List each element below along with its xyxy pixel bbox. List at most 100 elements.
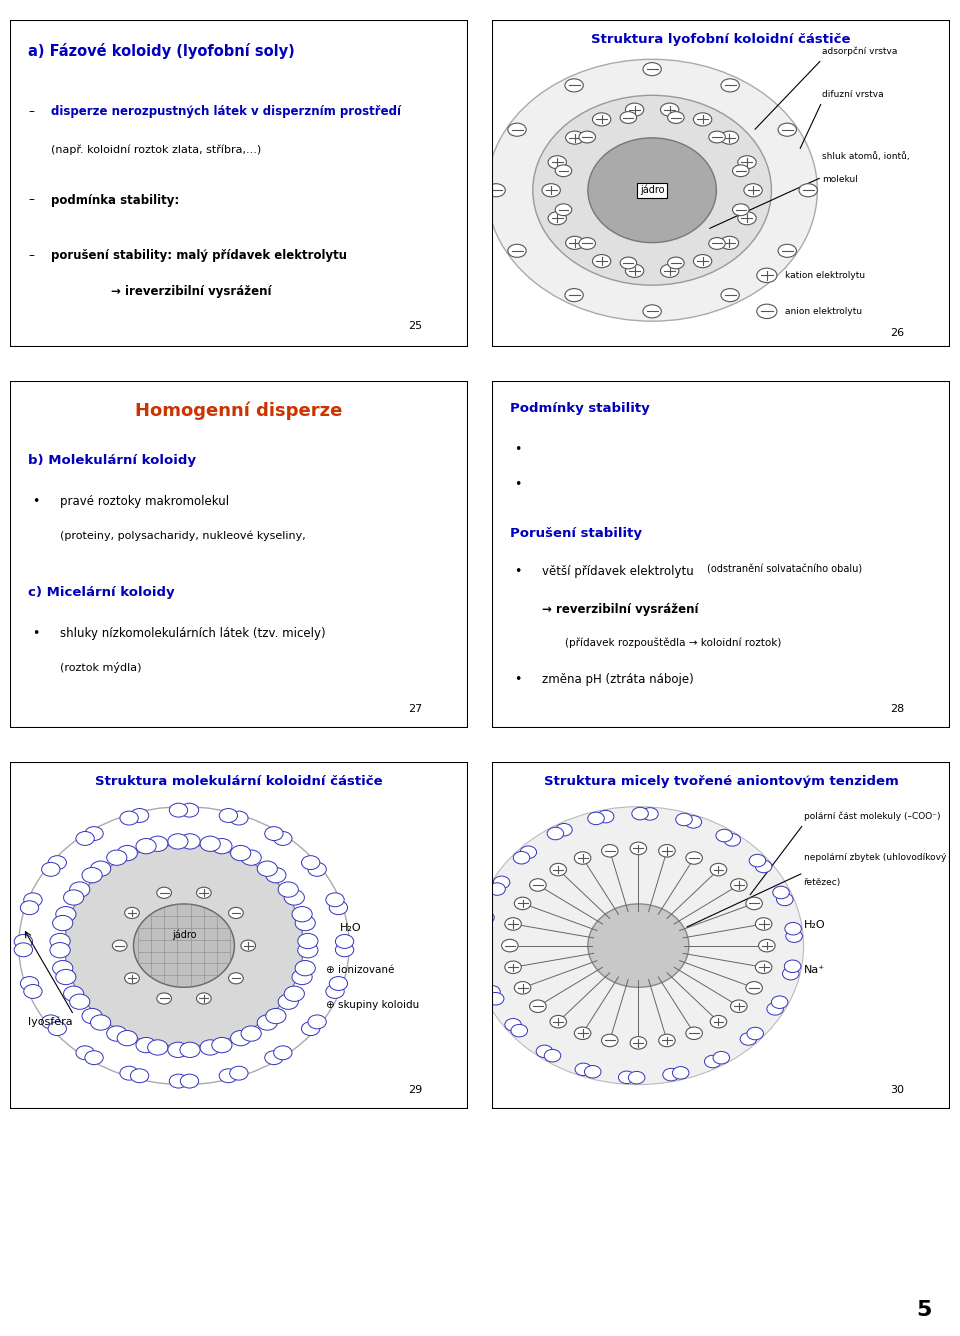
Circle shape [579, 238, 595, 250]
Text: Homogenní disperze: Homogenní disperze [135, 402, 343, 420]
Circle shape [298, 934, 318, 949]
Text: → ireverzibilní vysrážení: → ireverzibilní vysrážení [110, 285, 271, 298]
Circle shape [597, 811, 614, 823]
Circle shape [620, 257, 636, 269]
Circle shape [197, 887, 211, 898]
Circle shape [520, 846, 537, 859]
Circle shape [274, 831, 292, 846]
Circle shape [778, 123, 797, 136]
Circle shape [564, 289, 584, 302]
Text: c) Micelární koloidy: c) Micelární koloidy [28, 585, 175, 599]
Text: •: • [33, 496, 40, 509]
Circle shape [125, 907, 139, 919]
Circle shape [120, 811, 138, 826]
Circle shape [544, 1049, 561, 1062]
Circle shape [53, 915, 73, 931]
Circle shape [148, 1039, 168, 1055]
Text: H₂O: H₂O [340, 923, 362, 934]
Text: –: – [28, 194, 34, 207]
Circle shape [710, 1015, 727, 1027]
Circle shape [515, 898, 531, 910]
Text: •: • [515, 444, 522, 457]
Circle shape [585, 1066, 601, 1078]
Circle shape [659, 844, 675, 858]
Circle shape [335, 934, 353, 949]
Circle shape [63, 890, 84, 904]
Circle shape [758, 939, 775, 951]
Circle shape [579, 131, 595, 143]
Circle shape [301, 855, 320, 870]
Circle shape [84, 1050, 104, 1065]
Circle shape [708, 238, 726, 250]
Circle shape [625, 103, 644, 116]
Circle shape [505, 1018, 521, 1031]
Circle shape [740, 1033, 756, 1045]
Circle shape [508, 123, 526, 136]
Circle shape [550, 863, 566, 876]
Circle shape [20, 900, 38, 915]
Text: –: – [28, 106, 34, 118]
Text: Struktura micely tvořené aniontovým tenzidem: Struktura micely tvořené aniontovým tenz… [543, 775, 899, 788]
Circle shape [112, 941, 127, 951]
Ellipse shape [588, 904, 689, 987]
Text: 26: 26 [890, 327, 904, 338]
Text: Podmínky stability: Podmínky stability [510, 402, 650, 414]
Circle shape [230, 846, 251, 860]
Circle shape [685, 816, 702, 828]
Circle shape [82, 867, 102, 883]
Text: řetězec): řetězec) [804, 878, 841, 887]
Circle shape [278, 882, 299, 898]
Text: (přídavek rozpouštědla → koloidní roztok): (přídavek rozpouštědla → koloidní roztok… [564, 637, 781, 648]
Circle shape [676, 814, 692, 826]
Text: porušení stability: malý přídavek elektrolytu: porušení stability: malý přídavek elektr… [51, 248, 347, 262]
Circle shape [180, 1074, 199, 1088]
Circle shape [731, 1001, 747, 1013]
Circle shape [107, 1026, 127, 1041]
Circle shape [547, 827, 564, 840]
Circle shape [274, 1046, 292, 1059]
Circle shape [555, 164, 572, 176]
Circle shape [756, 860, 772, 872]
Circle shape [212, 1038, 232, 1053]
Circle shape [693, 112, 711, 126]
Text: 27: 27 [408, 704, 422, 715]
Text: 28: 28 [890, 704, 904, 715]
Circle shape [41, 1015, 60, 1029]
Circle shape [710, 863, 727, 876]
Text: 30: 30 [891, 1085, 904, 1096]
Circle shape [474, 949, 491, 962]
Circle shape [180, 803, 199, 818]
Circle shape [24, 985, 42, 998]
Text: pravé roztoky makromolekul: pravé roztoky makromolekul [60, 496, 229, 509]
Circle shape [502, 939, 518, 951]
Circle shape [76, 1046, 94, 1059]
Circle shape [156, 993, 172, 1005]
Circle shape [56, 970, 76, 985]
Circle shape [136, 839, 156, 854]
Circle shape [716, 830, 732, 842]
Circle shape [168, 1042, 188, 1058]
Circle shape [556, 823, 572, 836]
Circle shape [228, 973, 243, 983]
Circle shape [672, 1066, 689, 1079]
Circle shape [724, 834, 740, 846]
Text: (proteiny, polysacharidy, nukleové kyseliny,: (proteiny, polysacharidy, nukleové kysel… [60, 530, 306, 541]
Circle shape [212, 839, 232, 854]
Circle shape [746, 898, 762, 910]
Text: shluky nízkomolekulárních látek (tzv. micely): shluky nízkomolekulárních látek (tzv. mi… [60, 628, 325, 640]
Circle shape [641, 808, 659, 820]
Circle shape [265, 1050, 283, 1065]
Circle shape [478, 911, 494, 923]
Circle shape [602, 1034, 618, 1046]
Circle shape [484, 986, 500, 998]
Text: •: • [33, 628, 40, 640]
Text: nepolární zbytek (uhlovodíkový: nepolární zbytek (uhlovodíkový [804, 854, 946, 862]
Circle shape [53, 961, 73, 975]
Circle shape [565, 236, 584, 250]
Text: •: • [515, 565, 522, 578]
Circle shape [720, 236, 738, 250]
Circle shape [229, 811, 248, 826]
Text: ⊕ skupiny koloidu: ⊕ skupiny koloidu [326, 999, 420, 1010]
Text: podmínka stability:: podmínka stability: [51, 194, 180, 207]
Ellipse shape [533, 95, 772, 285]
